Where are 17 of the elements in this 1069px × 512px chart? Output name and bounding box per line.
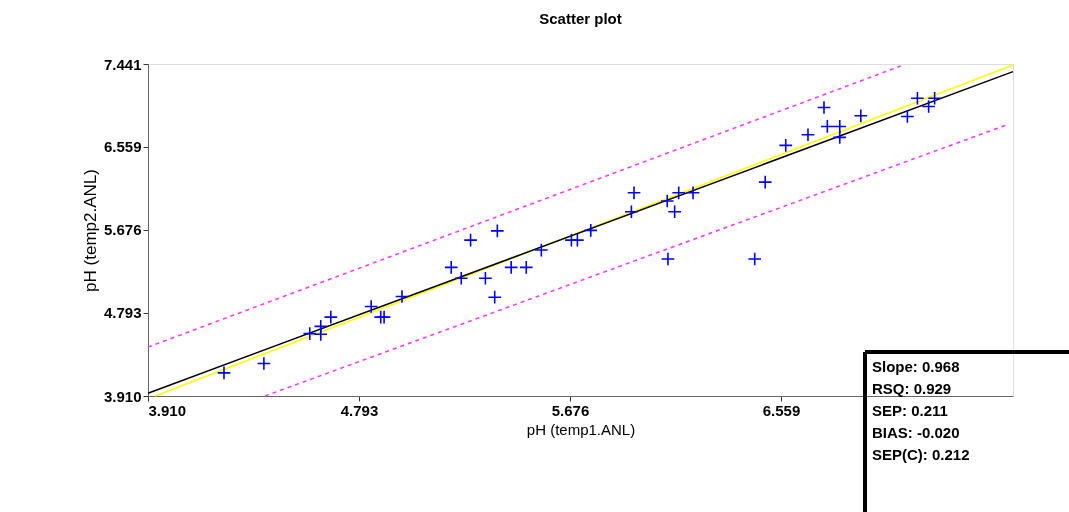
annotation: Slope: 0.968: [872, 358, 960, 375]
y-axis-title: pH (temp2.ANL): [80, 169, 100, 292]
x-tick-label: 6.559: [762, 401, 801, 419]
x-tick-label: 3.910: [148, 401, 187, 419]
annotation: RSQ: 0.929: [872, 380, 952, 397]
y-tick-label: 5.676: [103, 221, 142, 239]
text: SEP: 0.211: [872, 402, 948, 419]
text: BIAS: -0.020: [872, 424, 960, 441]
y-tick-label: 6.559: [103, 138, 142, 156]
x-tick-label: 4.793: [340, 401, 379, 419]
chart-title: Scatter plot: [539, 10, 622, 27]
x-tick-label: 5.676: [551, 401, 590, 419]
x-axis-title: pH (temp1.ANL): [526, 420, 636, 438]
y-tick-label: 3.910: [103, 387, 142, 405]
y-tick-label: 4.793: [103, 304, 142, 322]
text: SEP(C): 0.212: [872, 446, 970, 463]
y-tick-label: 7.441: [103, 55, 142, 73]
